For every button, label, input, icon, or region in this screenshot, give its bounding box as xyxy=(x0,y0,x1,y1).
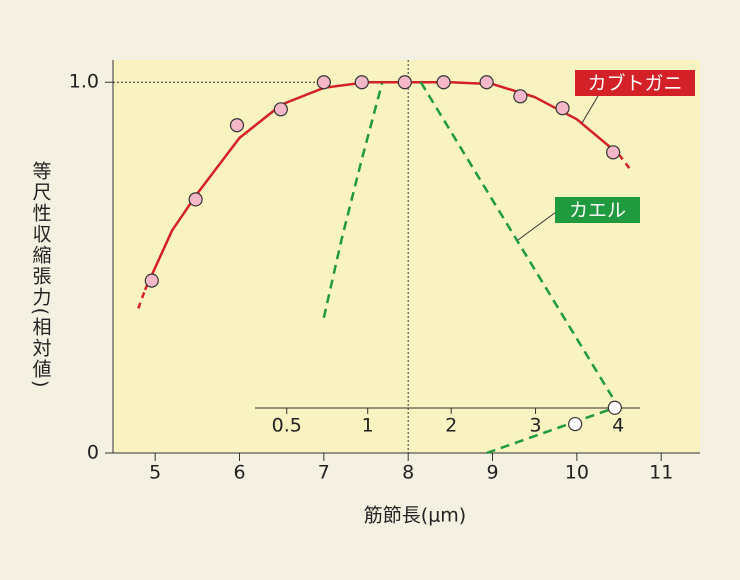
data-point xyxy=(354,75,369,90)
series-label-box xyxy=(555,197,640,223)
x2-tick-label: 3 xyxy=(529,415,541,437)
fit-curve xyxy=(322,83,384,318)
fit-curve xyxy=(486,406,616,455)
x2-tick-label: 4 xyxy=(612,415,624,437)
data-point xyxy=(606,145,621,160)
x-tick-label: 6 xyxy=(233,462,245,484)
x-tick-label: 9 xyxy=(486,462,498,484)
series-label-box xyxy=(575,70,695,96)
data-point xyxy=(273,102,288,117)
data-point xyxy=(144,273,159,288)
x-tick-label: 8 xyxy=(402,462,414,484)
data-point xyxy=(397,75,412,90)
x-tick-label: 7 xyxy=(318,462,330,484)
fit-curve-end xyxy=(137,289,147,309)
leader-line xyxy=(581,95,599,124)
data-point xyxy=(607,400,622,415)
series-label: カブトガニ xyxy=(587,72,682,95)
y-axis-title: 等尺性収縮張力(相対値) xyxy=(30,160,52,389)
x-axis-title: 筋節長(μm) xyxy=(364,505,466,527)
x2-tick-label: 2 xyxy=(445,415,457,437)
data-point xyxy=(436,75,451,90)
data-point xyxy=(188,192,203,207)
y-tick-label: 1.0 xyxy=(69,71,99,93)
data-point xyxy=(568,416,583,432)
x-tick-label: 10 xyxy=(565,462,589,484)
fit-curve-end xyxy=(618,153,633,172)
x2-tick-label: 1 xyxy=(362,415,374,437)
data-point xyxy=(316,75,331,90)
x2-tick-label: 0.5 xyxy=(272,415,302,437)
y-tick-label: 0 xyxy=(87,442,99,464)
x-tick-label: 5 xyxy=(149,462,161,484)
x-tick-label: 11 xyxy=(649,462,673,484)
leader-line xyxy=(517,211,557,241)
data-point xyxy=(513,89,528,104)
data-point xyxy=(555,101,570,116)
plot-area xyxy=(113,60,700,453)
data-point xyxy=(229,118,245,133)
fit-curve xyxy=(419,81,614,398)
data-point xyxy=(479,75,494,90)
series-label: カエル xyxy=(569,200,626,222)
